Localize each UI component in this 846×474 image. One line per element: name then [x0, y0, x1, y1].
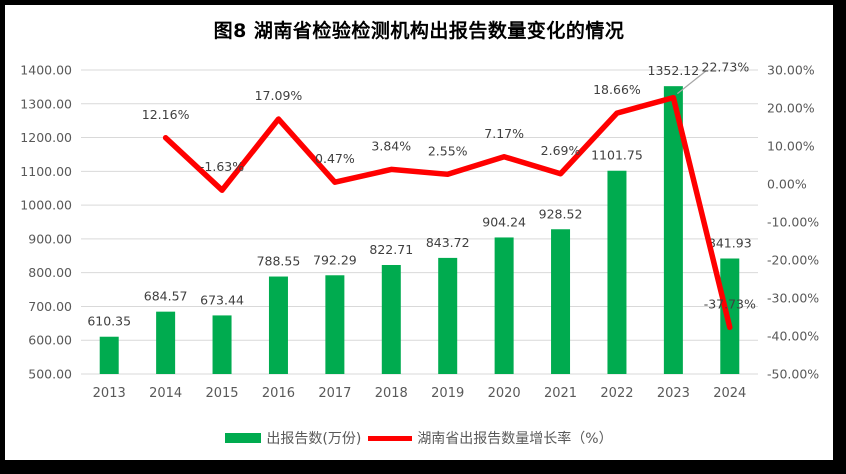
growth-rate-line [162, 94, 733, 331]
legend-item-bars: 出报告数(万份) [225, 428, 361, 448]
line-value-label: 2.69% [541, 143, 581, 158]
line-value-label: -1.63% [200, 159, 244, 174]
bar-value-label: 841.93 [708, 236, 752, 251]
y-axis-tick-left: 900.00 [28, 231, 72, 246]
bar-2021 [551, 229, 571, 374]
line-series-swatch-icon [368, 435, 413, 441]
bar-value-label: 1101.75 [591, 148, 643, 163]
line-value-label: 18.66% [593, 82, 641, 97]
line-value-label: 17.09% [255, 88, 303, 103]
y-axis-tick-right: -40.00% [767, 329, 819, 344]
bar-2023 [663, 86, 683, 375]
y-axis-tick-right: 20.00% [767, 101, 815, 116]
line-value-label: 3.84% [371, 138, 411, 153]
label-leader-line [677, 70, 707, 95]
bar-value-label: 684.57 [144, 289, 188, 304]
x-axis-tick: 2016 [262, 386, 295, 401]
x-axis-tick: 2017 [318, 386, 351, 401]
x-axis-tick: 2024 [713, 386, 746, 401]
bar-value-label: 843.72 [426, 235, 470, 250]
x-axis-tick: 2023 [657, 386, 690, 401]
bar-2016 [268, 276, 288, 374]
y-axis-tick-left: 500.00 [28, 367, 72, 382]
x-axis-tick: 2019 [431, 386, 464, 401]
legend-label-bars: 出报告数(万份) [266, 431, 362, 447]
y-axis-tick-right: 10.00% [767, 139, 815, 154]
bar-2022 [607, 170, 627, 374]
line-value-label: 2.55% [428, 143, 468, 158]
x-axis-tick: 2018 [375, 386, 408, 401]
bar-value-label: 792.29 [313, 252, 357, 267]
y-axis-tick-left: 1400.00 [20, 63, 72, 78]
bar-value-label: 673.44 [200, 292, 244, 307]
bar-value-label: 904.24 [482, 214, 526, 229]
y-axis-tick-left: 600.00 [28, 333, 72, 348]
bar-2017 [325, 275, 345, 374]
line-value-label: 7.17% [484, 126, 524, 141]
bar-2020 [494, 237, 514, 374]
chart-canvas: 1400.00 1300.00 1200.00 1100.00 1000.00 900.0… [5, 5, 833, 460]
x-axis-tick: 2015 [205, 386, 238, 401]
bar-value-label: 610.35 [87, 314, 131, 329]
legend-item-line: 湖南省出报告数量增长率（%） [368, 428, 613, 448]
y-axis-tick-right: 30.00% [767, 63, 815, 78]
y-axis-tick-right: -20.00% [767, 253, 819, 268]
x-axis-tick: 2020 [488, 386, 521, 401]
chart-title: 图8 湖南省检验检测机构出报告数量变化的情况 [213, 20, 625, 42]
bar-series-swatch-icon [225, 433, 262, 443]
bar-2019 [438, 257, 458, 374]
line-value-label: 0.47% [315, 151, 355, 166]
y-axis-tick-right: -30.00% [767, 291, 819, 306]
y-axis-tick-left: 1100.00 [20, 164, 72, 179]
bar-value-label: 788.55 [257, 254, 301, 269]
line-value-label: -37.73% [704, 296, 756, 311]
x-axis-tick: 2014 [149, 386, 182, 401]
plot-area: 1400.00 1300.00 1200.00 1100.00 1000.00 900.0… [20, 60, 819, 401]
x-axis-tick: 2021 [544, 386, 577, 401]
bar-value-label: 822.71 [369, 242, 413, 257]
y-axis-tick-left: 800.00 [28, 265, 72, 280]
bar-value-label: 1352.12 [648, 63, 700, 78]
bar-2018 [381, 264, 401, 374]
x-axis-tick: 2022 [600, 386, 633, 401]
y-axis-tick-right: -50.00% [767, 367, 819, 382]
line-value-label: 22.73% [702, 60, 750, 75]
legend-label-line: 湖南省出报告数量增长率（%） [417, 431, 613, 447]
bar-value-label: 928.52 [539, 206, 583, 221]
x-axis-tick: 2013 [93, 386, 126, 401]
y-axis-tick-left: 700.00 [28, 299, 72, 314]
bar-2014 [156, 311, 176, 374]
line-value-label: 12.16% [142, 107, 190, 122]
y-axis-tick-right: 0.00% [767, 177, 807, 192]
y-axis-tick-left: 1000.00 [20, 198, 72, 213]
y-axis-tick-left: 1200.00 [20, 130, 72, 145]
y-axis-tick-right: -10.00% [767, 215, 819, 230]
y-axis-tick-left: 1300.00 [20, 96, 72, 111]
bar-2013 [99, 336, 119, 374]
bar-2015 [212, 315, 232, 374]
legend: 出报告数(万份) 湖南省出报告数量增长率（%） [5, 428, 833, 448]
